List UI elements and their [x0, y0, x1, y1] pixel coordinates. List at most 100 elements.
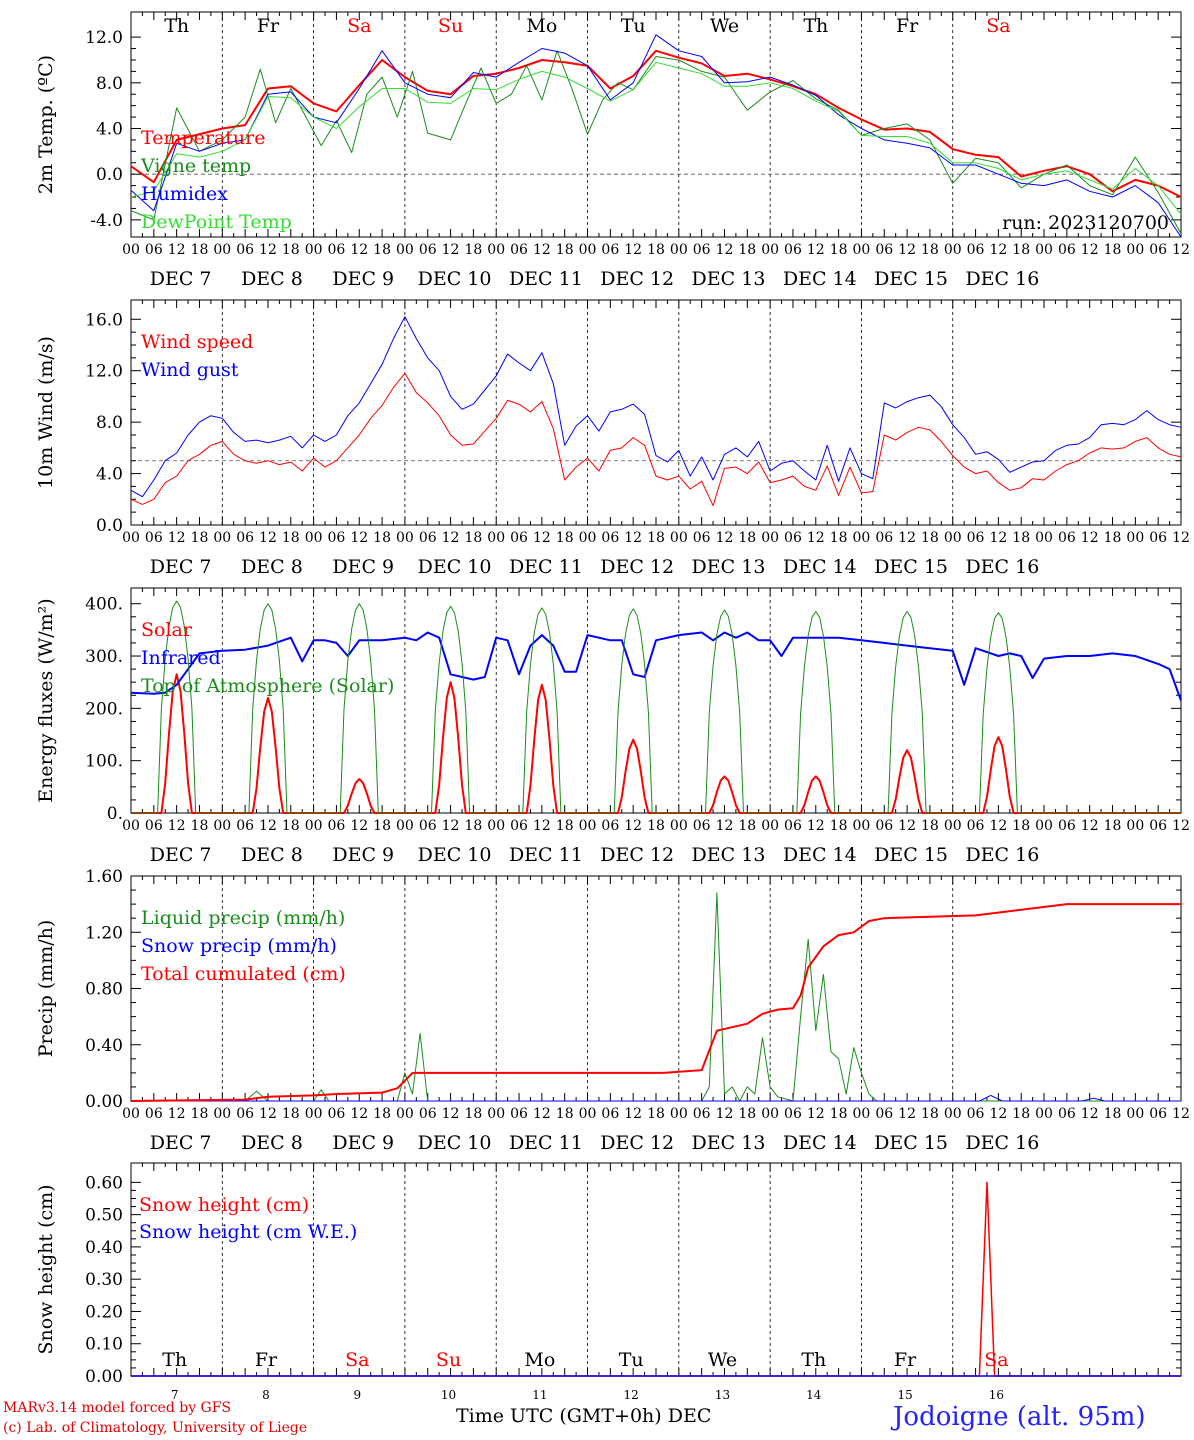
date-label: DEC 16 — [965, 268, 1039, 290]
day-name: Sa — [347, 15, 371, 37]
date-label: DEC 10 — [418, 556, 492, 578]
date-label: DEC 7 — [150, 1132, 212, 1154]
date-label: DEC 14 — [783, 844, 857, 866]
hour-label: 06 — [1149, 1106, 1167, 1122]
hour-label: 00 — [213, 530, 231, 546]
hour-label: 06 — [784, 530, 802, 546]
hour-label: 12 — [807, 818, 825, 834]
hour-label: 06 — [510, 1106, 528, 1122]
date-label: DEC 11 — [509, 1132, 583, 1154]
day-name: Tu — [621, 15, 646, 37]
hour-label: 00 — [213, 242, 231, 258]
date-label: DEC 9 — [332, 556, 394, 578]
hour-label: 12 — [1081, 1106, 1099, 1122]
hour-label: 00 — [487, 818, 505, 834]
hour-label: 12 — [259, 530, 277, 546]
y-axis-title: Energy fluxes (W/m²) — [35, 598, 57, 802]
hour-label: 18 — [282, 1106, 300, 1122]
y-tick-label: 0.20 — [85, 1302, 123, 1322]
day-name: Mo — [526, 15, 557, 37]
hour-label: 18 — [1012, 818, 1030, 834]
hour-label: 06 — [328, 242, 346, 258]
series-line — [130, 903, 1181, 1102]
hour-label: 18 — [921, 818, 939, 834]
legend-entry: Wind gust — [141, 359, 239, 381]
hour-label: 12 — [807, 242, 825, 258]
date-label: DEC 16 — [965, 1132, 1039, 1154]
hour-label: 00 — [396, 1106, 414, 1122]
hour-label: 12 — [442, 1106, 460, 1122]
hour-label: 18 — [191, 242, 209, 258]
hour-label: 18 — [464, 1106, 482, 1122]
legend-entry: Wind speed — [141, 331, 253, 353]
day-name: Su — [436, 1349, 461, 1371]
hour-label: 12 — [442, 242, 460, 258]
hour-label: 12 — [533, 818, 551, 834]
hour-label: 00 — [1035, 242, 1053, 258]
hour-label: 00 — [122, 818, 140, 834]
hour-label: 12 — [168, 242, 186, 258]
hour-label: 06 — [601, 818, 619, 834]
hour-label: 06 — [1058, 530, 1076, 546]
hour-label: 12 — [807, 1106, 825, 1122]
hour-label: 00 — [761, 1106, 779, 1122]
hour-label: 18 — [373, 242, 391, 258]
hour-label: 06 — [967, 242, 985, 258]
date-label: DEC 12 — [600, 844, 674, 866]
hour-label: 18 — [556, 242, 574, 258]
hour-label: 06 — [236, 818, 254, 834]
hour-label: 00 — [853, 242, 871, 258]
hour-label: 00 — [761, 530, 779, 546]
y-tick-label: 1.60 — [85, 867, 123, 887]
hour-label: 00 — [670, 1106, 688, 1122]
date-label: DEC 8 — [241, 556, 303, 578]
y-tick-label: 0.0 — [96, 516, 123, 536]
hour-label: 00 — [122, 1106, 140, 1122]
hour-label: 18 — [464, 530, 482, 546]
hour-label: 00 — [396, 818, 414, 834]
hour-label: 00 — [487, 530, 505, 546]
day-number: 9 — [353, 1388, 361, 1402]
hour-label: 06 — [875, 530, 893, 546]
hour-label: 18 — [1104, 818, 1122, 834]
date-label: DEC 9 — [332, 268, 394, 290]
hour-label: 12 — [350, 1106, 368, 1122]
hour-label: 06 — [967, 1106, 985, 1122]
date-label: DEC 13 — [692, 844, 766, 866]
hour-label: 06 — [510, 242, 528, 258]
hour-label: 12 — [624, 1106, 642, 1122]
day-name: We — [710, 15, 739, 37]
day-number: 16 — [989, 1388, 1004, 1402]
hour-label: 18 — [738, 818, 756, 834]
hour-label: 06 — [693, 242, 711, 258]
hour-label: 06 — [145, 242, 163, 258]
hour-label: 12 — [989, 530, 1007, 546]
hour-label: 00 — [487, 1106, 505, 1122]
hour-label: 06 — [875, 818, 893, 834]
hour-label: 18 — [556, 530, 574, 546]
hour-label: 06 — [967, 530, 985, 546]
date-label: DEC 8 — [241, 268, 303, 290]
hour-label: 18 — [373, 1106, 391, 1122]
hour-label: 00 — [213, 818, 231, 834]
hour-label: 12 — [989, 818, 1007, 834]
hour-label: 12 — [989, 242, 1007, 258]
hour-label: 00 — [944, 1106, 962, 1122]
date-label: DEC 14 — [783, 556, 857, 578]
hour-label: 06 — [328, 530, 346, 546]
legend-entry: Snow precip (mm/h) — [141, 935, 337, 957]
y-tick-label: 8.0 — [96, 413, 123, 433]
series-line — [130, 372, 1182, 507]
hour-label: 12 — [259, 818, 277, 834]
hour-label: 06 — [145, 530, 163, 546]
hour-label: 00 — [305, 530, 323, 546]
hour-label: 06 — [510, 530, 528, 546]
station-name: Jodoigne (alt. 95m) — [893, 1402, 1146, 1432]
legend-entry: Infrared — [141, 647, 221, 669]
day-number: 14 — [806, 1388, 822, 1402]
y-tick-label: 0.30 — [85, 1270, 123, 1290]
hour-label: 18 — [921, 1106, 939, 1122]
series-line — [130, 49, 1182, 198]
hour-label: 18 — [647, 242, 665, 258]
hour-label: 06 — [236, 242, 254, 258]
